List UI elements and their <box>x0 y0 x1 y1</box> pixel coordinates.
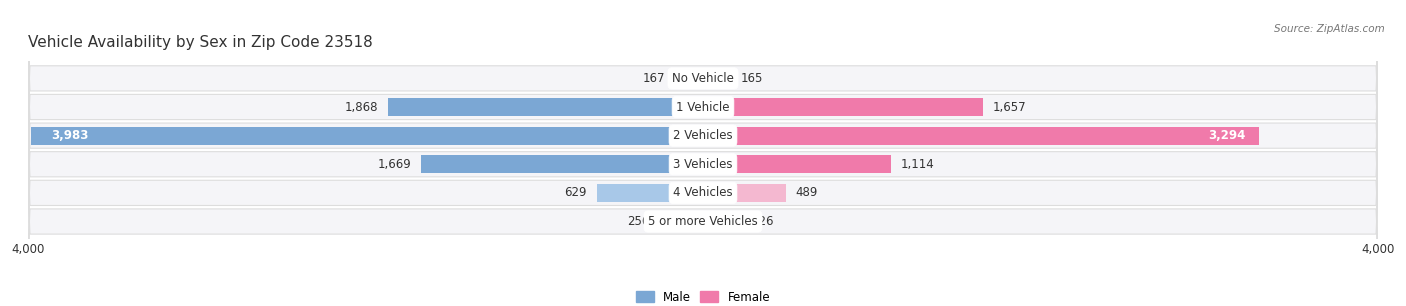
FancyBboxPatch shape <box>28 0 1378 306</box>
Text: 629: 629 <box>564 186 586 200</box>
Text: Vehicle Availability by Sex in Zip Code 23518: Vehicle Availability by Sex in Zip Code … <box>28 35 373 50</box>
Text: Source: ZipAtlas.com: Source: ZipAtlas.com <box>1274 24 1385 35</box>
Text: 2 Vehicles: 2 Vehicles <box>673 129 733 142</box>
Text: No Vehicle: No Vehicle <box>672 72 734 85</box>
Text: 4 Vehicles: 4 Vehicles <box>673 186 733 200</box>
Text: 226: 226 <box>751 215 773 228</box>
Text: 165: 165 <box>741 72 763 85</box>
Text: 256: 256 <box>627 215 650 228</box>
Bar <box>703 213 741 230</box>
FancyBboxPatch shape <box>28 0 1378 306</box>
Text: 1,114: 1,114 <box>901 158 935 171</box>
Bar <box>703 155 891 173</box>
Bar <box>703 127 1258 144</box>
Text: 167: 167 <box>643 72 665 85</box>
Text: 1,657: 1,657 <box>993 100 1026 114</box>
Text: 3 Vehicles: 3 Vehicles <box>673 158 733 171</box>
FancyBboxPatch shape <box>28 0 1378 306</box>
Bar <box>388 98 703 116</box>
Text: 5 or more Vehicles: 5 or more Vehicles <box>648 215 758 228</box>
Bar <box>659 213 703 230</box>
Text: 489: 489 <box>796 186 818 200</box>
Bar <box>675 69 703 87</box>
Bar <box>703 69 731 87</box>
FancyBboxPatch shape <box>28 0 1378 306</box>
FancyBboxPatch shape <box>28 0 1378 306</box>
Bar <box>422 155 703 173</box>
Bar <box>703 184 786 202</box>
Text: 1,669: 1,669 <box>378 158 412 171</box>
Bar <box>598 184 703 202</box>
FancyBboxPatch shape <box>28 0 1378 306</box>
Text: 3,294: 3,294 <box>1208 129 1246 142</box>
Bar <box>703 98 983 116</box>
Bar <box>31 127 703 144</box>
Legend: Male, Female: Male, Female <box>633 287 773 306</box>
Text: 1,868: 1,868 <box>344 100 378 114</box>
Text: 3,983: 3,983 <box>51 129 89 142</box>
Text: 1 Vehicle: 1 Vehicle <box>676 100 730 114</box>
